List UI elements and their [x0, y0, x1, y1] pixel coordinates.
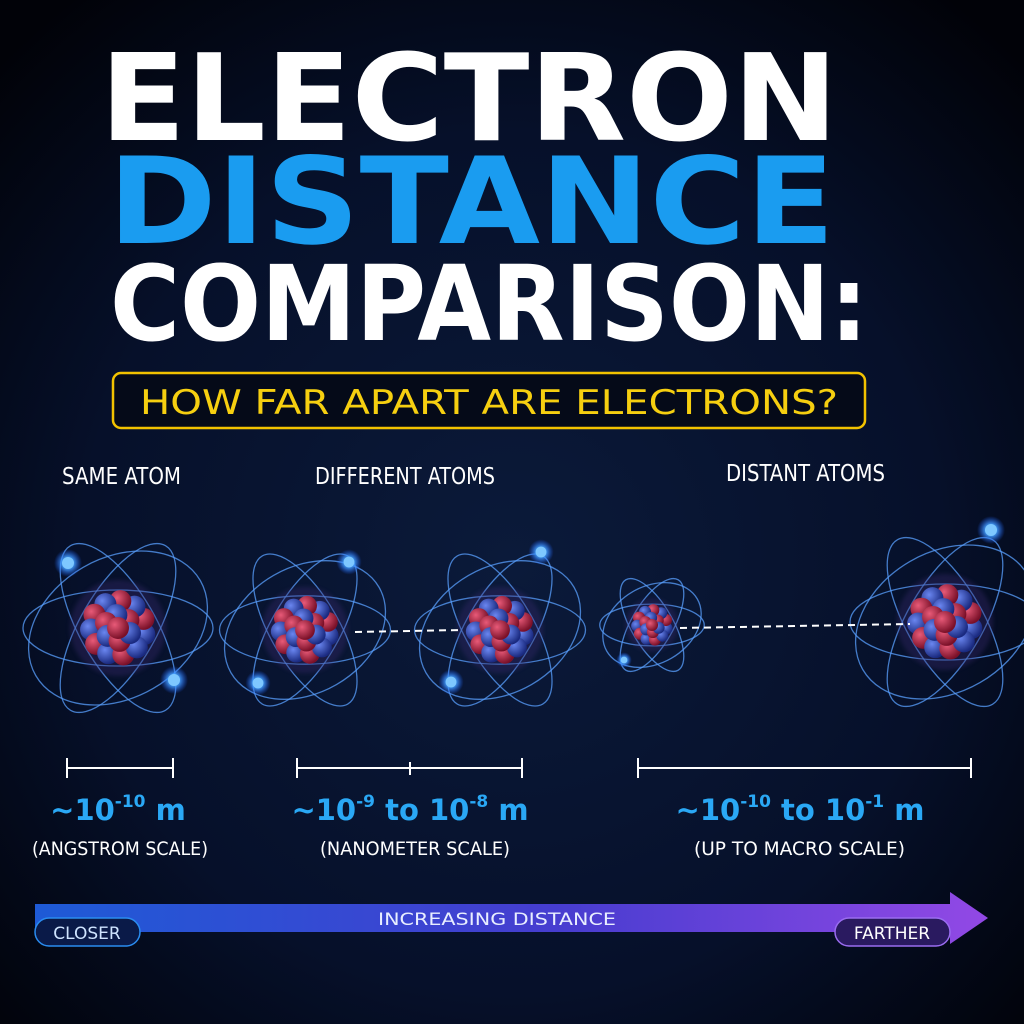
electron: [62, 557, 74, 569]
atom: [218, 549, 392, 707]
scale-name: (ANGSTROM SCALE): [32, 838, 208, 860]
title-line: COMPARISON:: [110, 243, 868, 365]
distance-arrow: [35, 892, 988, 944]
distance-exponent: -10: [740, 792, 771, 812]
section-label: SAME ATOM: [62, 464, 181, 490]
electron: [985, 524, 997, 536]
nucleon: [107, 617, 129, 639]
title-line: DISTANCE: [108, 133, 835, 272]
distance: ~10-9 to 10-8 m: [291, 792, 528, 827]
electron: [168, 674, 180, 686]
nucleon: [934, 611, 956, 633]
axis-start: CLOSER: [53, 924, 121, 944]
atom: [599, 577, 705, 673]
axis-end: FARTHER: [854, 924, 930, 944]
subtitle-box: [111, 371, 867, 430]
distance-part: to 10: [375, 793, 469, 827]
section-label: DIFFERENT ATOMS: [315, 464, 495, 490]
distance-exponent: -10: [115, 792, 146, 812]
orbit: [418, 560, 582, 700]
axis-label: INCREASING DISTANCE: [378, 910, 616, 930]
atom: [22, 542, 214, 714]
scale-name: (UP TO MACRO SCALE): [694, 838, 905, 860]
connector: [679, 623, 911, 629]
orbit: [854, 544, 1024, 700]
distance-part: ~10: [291, 793, 356, 827]
distance-exponent: -1: [865, 792, 884, 812]
distance-part: m: [488, 793, 528, 827]
scale-bars: [66, 758, 972, 778]
end-pill: [834, 917, 951, 947]
distance-part: ~10: [676, 793, 741, 827]
distance-part: m: [884, 793, 924, 827]
distance: ~10-10 to 10-1 m: [676, 792, 925, 827]
distance-exponent: -9: [356, 792, 375, 812]
scale-name: (NANOMETER SCALE): [320, 838, 510, 860]
nucleon: [295, 620, 315, 640]
electron: [343, 556, 355, 568]
distance-part: ~10: [50, 793, 115, 827]
start-pill: [34, 917, 141, 947]
atom: [413, 539, 587, 707]
atom: [849, 516, 1024, 708]
distance: ~10-10 m: [50, 792, 186, 827]
distance-part: to 10: [771, 793, 865, 827]
electron: [252, 677, 264, 689]
distance-exponent: -8: [469, 792, 488, 812]
orbit: [27, 550, 209, 706]
nucleon: [645, 618, 659, 632]
orbit: [602, 581, 702, 669]
electron: [445, 676, 457, 688]
section-label: DISTANT ATOMS: [726, 461, 885, 487]
connector: [354, 629, 463, 633]
distance-part: m: [146, 793, 186, 827]
orbit: [223, 560, 387, 700]
atoms: [22, 516, 1024, 714]
subtitle: HOW FAR APART ARE ELECTRONS?: [140, 383, 838, 423]
electron: [535, 546, 547, 558]
nucleon: [490, 620, 510, 640]
title-line: ELECTRON: [100, 30, 838, 169]
electron: [620, 656, 628, 664]
